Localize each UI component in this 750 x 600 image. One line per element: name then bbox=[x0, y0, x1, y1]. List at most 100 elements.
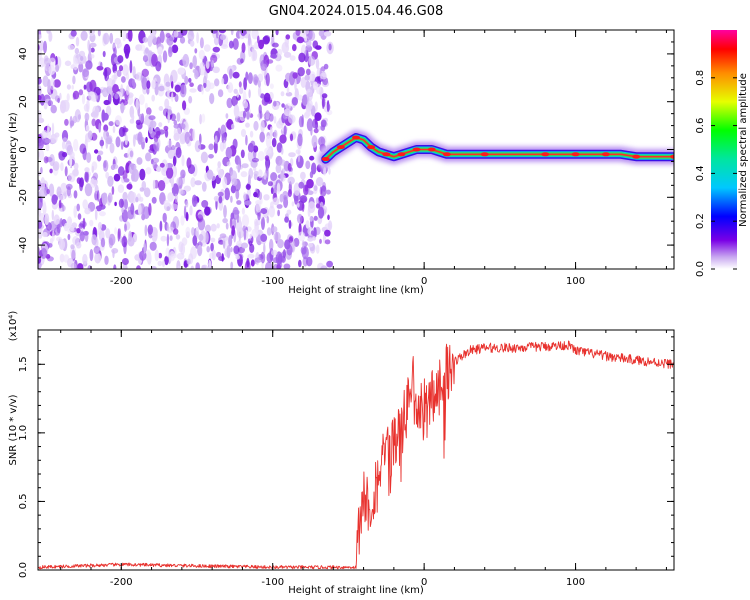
noise-speck bbox=[241, 163, 249, 169]
colorbar-tick-label: 0.6 bbox=[695, 118, 706, 134]
noise-speck bbox=[44, 55, 49, 62]
noise-speck bbox=[276, 182, 281, 194]
noise-speck bbox=[250, 259, 255, 267]
noise-speck bbox=[151, 79, 156, 90]
noise-speck bbox=[103, 32, 110, 45]
noise-speck bbox=[180, 190, 186, 195]
noise-speck bbox=[308, 55, 316, 66]
noise-speck bbox=[192, 55, 197, 69]
noise-speck bbox=[92, 172, 99, 180]
noise-speck bbox=[82, 253, 88, 265]
noise-speck bbox=[39, 188, 47, 199]
noise-speck bbox=[299, 195, 308, 204]
noise-speck bbox=[315, 58, 320, 70]
noise-speck bbox=[203, 70, 208, 81]
noise-speck bbox=[309, 215, 313, 222]
x-tick-label: -200 bbox=[110, 276, 133, 287]
noise-speck bbox=[89, 219, 94, 227]
noise-speck bbox=[269, 238, 274, 252]
noise-speck bbox=[211, 249, 216, 261]
noise-speck bbox=[80, 56, 84, 61]
noise-speck bbox=[183, 205, 187, 219]
noise-speck bbox=[240, 58, 244, 64]
noise-speck bbox=[84, 171, 89, 183]
noise-speck bbox=[72, 75, 76, 85]
noise-speck bbox=[96, 154, 102, 162]
noise-speck bbox=[194, 180, 202, 186]
noise-speck bbox=[294, 78, 297, 91]
noise-speck bbox=[241, 242, 249, 249]
noise-speck bbox=[212, 66, 220, 74]
noise-speck bbox=[258, 191, 263, 200]
noise-speck bbox=[143, 119, 151, 125]
noise-speck bbox=[135, 119, 141, 126]
noise-speck bbox=[247, 33, 251, 46]
noise-speck bbox=[162, 50, 168, 63]
noise-speck bbox=[137, 203, 142, 216]
noise-speck bbox=[106, 78, 114, 88]
noise-speck bbox=[87, 39, 91, 51]
y-tick-label: 40 bbox=[18, 48, 29, 61]
noise-speck bbox=[177, 265, 181, 269]
noise-speck bbox=[298, 52, 306, 63]
noise-speck bbox=[204, 224, 212, 233]
noise-speck bbox=[78, 223, 84, 229]
noise-speck bbox=[171, 92, 174, 102]
noise-speck bbox=[55, 64, 60, 72]
noise-speck bbox=[296, 202, 300, 208]
noise-speck bbox=[124, 223, 127, 232]
noise-speck bbox=[79, 231, 85, 242]
noise-speck bbox=[237, 164, 241, 173]
noise-speck bbox=[145, 136, 148, 144]
noise-speck bbox=[131, 114, 135, 121]
x-tick-label: 0 bbox=[421, 577, 427, 588]
noise-speck bbox=[107, 175, 114, 187]
noise-speck bbox=[62, 137, 68, 143]
noise-speck bbox=[259, 110, 263, 119]
noise-speck bbox=[64, 166, 68, 177]
noise-speck bbox=[97, 30, 101, 37]
noise-speck bbox=[241, 214, 250, 228]
y-tick-label: 0.5 bbox=[18, 493, 29, 509]
noise-speck bbox=[328, 43, 332, 51]
noise-speck bbox=[109, 32, 114, 44]
noise-speck bbox=[273, 100, 277, 107]
noise-speck bbox=[130, 202, 135, 215]
noise-speck bbox=[84, 207, 91, 215]
noise-speck bbox=[253, 120, 259, 131]
noise-speck bbox=[292, 44, 297, 52]
noise-speck bbox=[117, 55, 124, 64]
noise-speck bbox=[307, 237, 314, 242]
noise-speck bbox=[185, 211, 189, 220]
noise-speck bbox=[248, 43, 252, 58]
signal-hotspot bbox=[601, 152, 610, 157]
noise-speck bbox=[150, 158, 154, 165]
noise-speck bbox=[102, 87, 109, 98]
noise-speck bbox=[318, 30, 324, 37]
noise-speck bbox=[94, 208, 98, 221]
noise-speck bbox=[214, 78, 220, 87]
noise-speckle-region bbox=[38, 30, 334, 269]
noise-speck bbox=[280, 91, 285, 97]
noise-speck bbox=[243, 77, 248, 91]
noise-speck bbox=[59, 217, 63, 228]
noise-speck bbox=[188, 95, 193, 104]
noise-speck bbox=[319, 238, 322, 244]
noise-speck bbox=[115, 136, 121, 148]
noise-speck bbox=[91, 118, 96, 127]
noise-speck bbox=[108, 237, 114, 249]
noise-speck bbox=[266, 59, 274, 64]
noise-speck bbox=[97, 228, 103, 236]
noise-speck bbox=[40, 248, 48, 259]
noise-speck bbox=[213, 36, 220, 46]
noise-speck bbox=[170, 81, 174, 89]
noise-speck bbox=[151, 266, 157, 269]
noise-speck bbox=[281, 42, 290, 54]
noise-speck bbox=[285, 76, 290, 82]
noise-speck bbox=[189, 62, 193, 70]
noise-speck bbox=[235, 189, 240, 200]
noise-speck bbox=[324, 229, 331, 237]
noise-speck bbox=[105, 138, 109, 149]
noise-speck bbox=[305, 39, 312, 48]
noise-speck bbox=[119, 235, 123, 243]
